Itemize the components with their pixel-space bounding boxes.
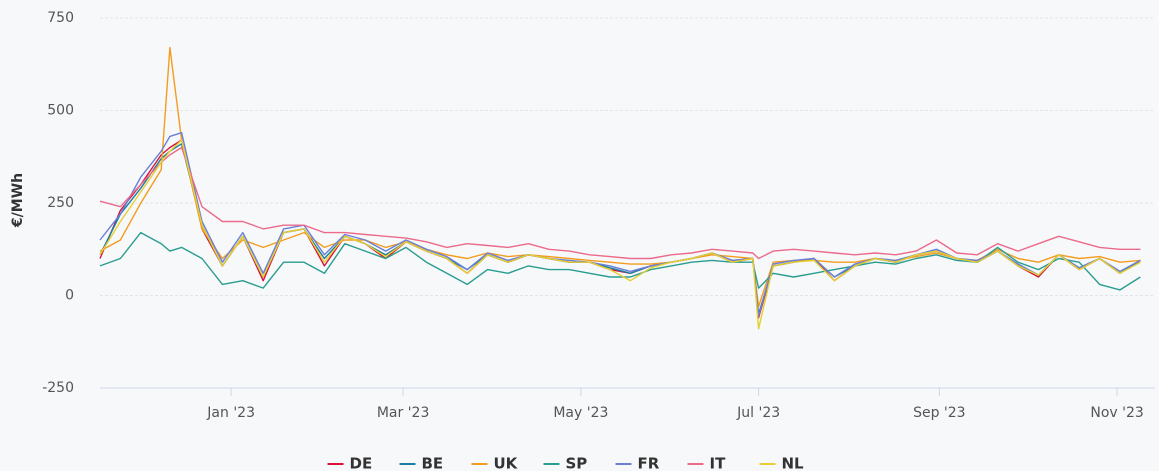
legend-label: SP	[566, 455, 588, 471]
x-tick-label: Sep '23	[913, 405, 966, 421]
series-line	[99, 46, 1141, 308]
x-tick-label: Jul '23	[736, 405, 780, 421]
y-tick-label: 0	[65, 288, 74, 304]
y-tick-label: 750	[47, 10, 74, 26]
legend-label: NL	[782, 455, 805, 471]
legend-label: IT	[710, 455, 727, 471]
x-tick-label: Mar '23	[377, 405, 430, 421]
series-line	[99, 231, 1141, 291]
y-tick-label: 500	[47, 103, 74, 119]
legend-label: BE	[422, 455, 444, 471]
y-axis-label: €/MWh	[10, 173, 26, 228]
legend-label: DE	[350, 455, 373, 471]
series-line	[99, 146, 1141, 260]
series-line	[99, 139, 1141, 319]
series-line	[99, 132, 1141, 317]
x-tick-label: Nov '23	[1090, 405, 1143, 421]
series-line	[99, 139, 1141, 330]
series-line	[99, 143, 1141, 315]
legend-label: FR	[638, 455, 660, 471]
x-tick-label: May '23	[553, 405, 608, 421]
y-tick-label: -250	[42, 380, 74, 396]
legend-label: UK	[494, 455, 519, 471]
x-tick-label: Jan '23	[206, 405, 255, 421]
y-tick-label: 250	[47, 195, 74, 211]
